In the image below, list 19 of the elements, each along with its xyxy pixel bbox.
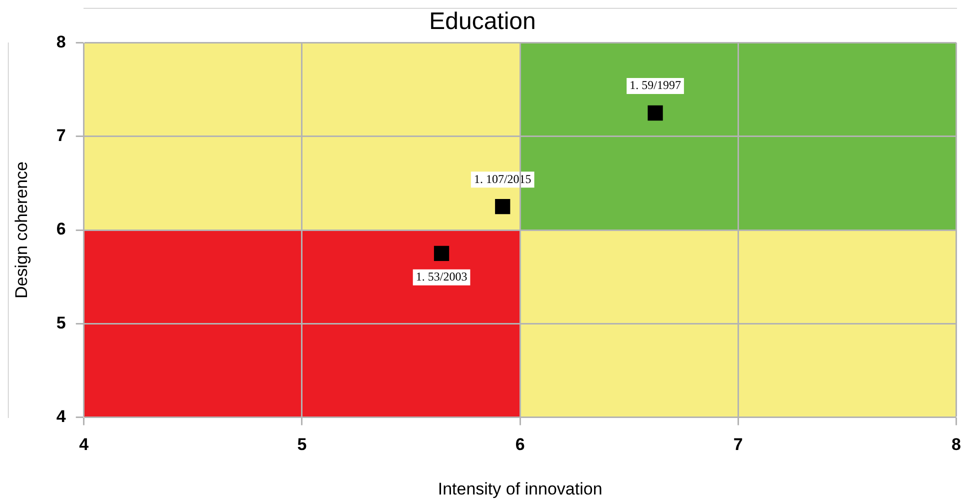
x-tick-label: 7 — [733, 435, 743, 454]
y-tick-label: 4 — [56, 406, 66, 426]
x-tick-label: 6 — [515, 435, 525, 454]
x-tick-label: 5 — [297, 435, 307, 454]
y-tick-label: 6 — [56, 220, 66, 239]
x-axis-title: Intensity of innovation — [438, 479, 602, 498]
y-axis-title: Design coherence — [12, 161, 31, 299]
y-tick-label: 7 — [56, 126, 66, 146]
point — [434, 246, 450, 261]
y-tick-label: 8 — [56, 32, 66, 52]
chart-title: Education — [429, 8, 536, 36]
annotation: 1. 107/2015 — [474, 172, 532, 186]
annotation: 1. 59/1997 — [630, 78, 681, 92]
x-tick-label: 4 — [79, 435, 90, 454]
point — [648, 105, 663, 121]
y-tick-label: 5 — [56, 313, 66, 332]
x-tick-label: 8 — [952, 435, 962, 454]
annotation: 1. 53/2003 — [416, 270, 468, 284]
point — [495, 199, 510, 214]
